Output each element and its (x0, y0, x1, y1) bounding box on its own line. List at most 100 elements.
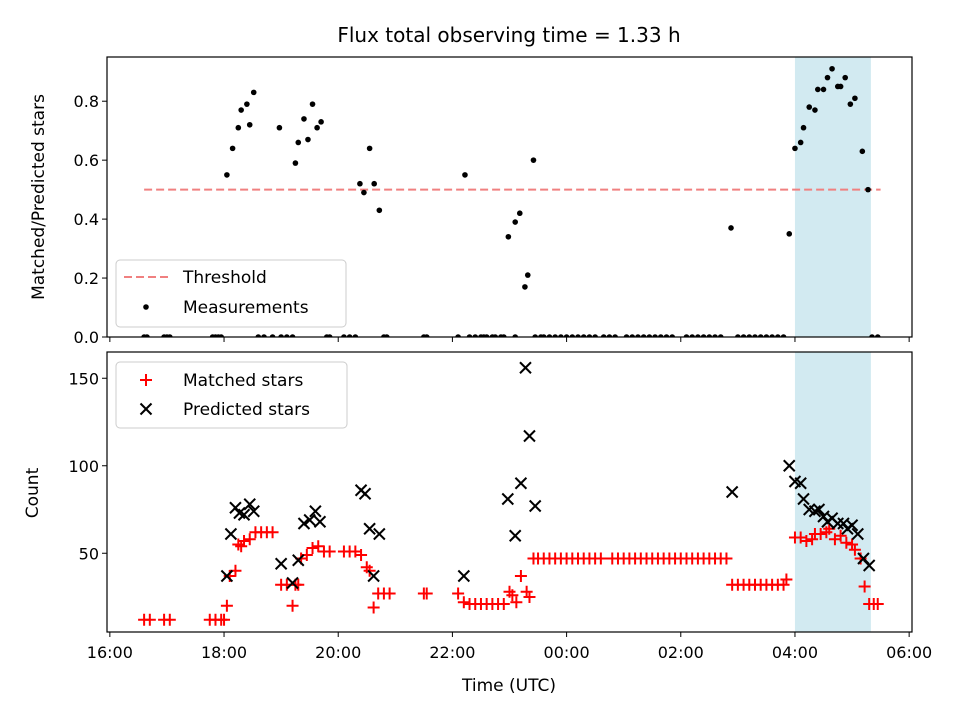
cross-b (831, 517, 844, 530)
data-point (363, 522, 376, 535)
y-tick-label: 0.0 (74, 328, 99, 347)
bottom-panel: 50 100 150 16:00 18:00 20:00 22:00 00:00 02:00 04… (68, 351, 932, 662)
data-point (842, 74, 849, 81)
data-point (292, 160, 299, 166)
data-point (652, 334, 658, 337)
legend-threshold-label: Threshold (182, 268, 267, 288)
data-point (845, 519, 859, 532)
data-point (237, 508, 251, 521)
x-tick-label: 22:00 (429, 643, 475, 662)
data-point (752, 334, 758, 337)
data-point (720, 552, 733, 565)
cross-b (509, 529, 522, 542)
data-point (725, 485, 739, 499)
data-point (629, 334, 636, 337)
data-point (276, 124, 283, 131)
data-point (829, 65, 835, 72)
legend-predicted-swatch (139, 402, 153, 416)
data-point (851, 527, 864, 541)
legend-frame (115, 361, 348, 429)
y-tick-label: 50 (79, 544, 99, 563)
cross-b (812, 503, 826, 516)
data-point (640, 334, 647, 337)
plot-frame (106, 56, 913, 338)
cross-b (794, 477, 807, 490)
data-point (657, 334, 664, 337)
data-point (420, 587, 433, 600)
y-tick-label: 0.2 (74, 269, 99, 288)
data-point (806, 533, 819, 546)
cross-b (788, 475, 802, 488)
data-point (246, 121, 253, 128)
data-point (712, 334, 718, 337)
data-point (769, 334, 775, 337)
data-point (516, 210, 523, 217)
cross-b (373, 527, 386, 541)
data-point (808, 505, 822, 518)
legend-bottom: Matched stars Predicted stars (115, 361, 348, 429)
x-tick-label: 18:00 (201, 643, 247, 662)
data-point (524, 272, 531, 278)
data-point (520, 585, 533, 598)
data-point (814, 528, 827, 540)
data-point (862, 559, 876, 572)
data-point (167, 334, 173, 337)
data-point (797, 492, 810, 506)
cross-b (297, 517, 311, 530)
data-point (229, 145, 236, 152)
data-point (514, 570, 527, 582)
data-point (286, 599, 299, 612)
data-point (522, 284, 528, 290)
data-point (824, 74, 831, 81)
data-point (728, 225, 734, 231)
data-point (757, 334, 764, 337)
data-point (266, 526, 279, 539)
cross-b (528, 499, 542, 513)
data-point (383, 587, 396, 600)
data-point (220, 599, 233, 612)
data-point (224, 172, 230, 178)
data-point (820, 86, 827, 93)
data-point (235, 540, 248, 553)
data-point (278, 334, 284, 337)
cross-b (851, 527, 864, 541)
data-point (683, 334, 690, 337)
y-tick-label: 100 (68, 457, 99, 476)
y-tick-label: 0.6 (74, 151, 99, 170)
data-point (462, 172, 468, 178)
cross-b (514, 477, 528, 490)
data-point (669, 334, 676, 337)
x-axis-label: Time (UTC) (461, 676, 556, 696)
data-point (777, 578, 790, 591)
data-point (646, 334, 653, 337)
data-point (286, 576, 299, 590)
data-point (700, 334, 707, 337)
cross-b (224, 527, 238, 541)
data-point (783, 459, 796, 472)
bottom-y-axis-label: Count (23, 467, 43, 518)
plot-area (138, 361, 884, 626)
cross-b (845, 519, 859, 532)
cross-b (233, 506, 246, 520)
data-point (606, 334, 613, 337)
data-point (383, 334, 390, 337)
data-point (859, 148, 866, 155)
data-point (858, 580, 871, 593)
data-point (361, 189, 367, 196)
data-point (309, 101, 316, 107)
data-point (546, 334, 553, 337)
data-point (852, 95, 858, 102)
cross-b (367, 569, 380, 583)
data-point (358, 487, 372, 500)
data-point (235, 124, 242, 131)
data-point (355, 549, 368, 561)
data-point (523, 429, 536, 443)
data-point (218, 334, 224, 337)
data-point (812, 503, 826, 516)
data-point (558, 334, 564, 337)
data-point (512, 219, 519, 225)
data-point (472, 334, 479, 337)
data-point (163, 613, 176, 626)
data-point (532, 334, 538, 337)
